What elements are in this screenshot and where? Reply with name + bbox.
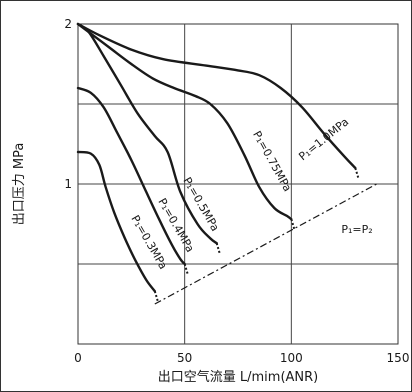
series-tail-4 bbox=[153, 290, 159, 302]
y-tick-label: 2 bbox=[64, 17, 72, 31]
series-line-0 bbox=[76, 22, 357, 170]
x-tick-label: 100 bbox=[280, 351, 303, 365]
series-line-4 bbox=[76, 150, 156, 293]
series-tail-2 bbox=[215, 242, 221, 254]
series-tail-0 bbox=[354, 167, 360, 179]
x-tick-label: 150 bbox=[387, 351, 410, 365]
y-tick-label: 1 bbox=[64, 177, 72, 191]
label-p1-eq-p2: P₁=P₂ bbox=[341, 223, 372, 236]
series-line-2 bbox=[76, 22, 218, 245]
x-tick-label: 0 bbox=[74, 351, 82, 365]
x-axis-title: 出口空气流量 L/mim(ANR) bbox=[158, 369, 319, 385]
series-tail-3 bbox=[183, 263, 189, 275]
series-line-1 bbox=[76, 22, 293, 221]
series-line-p1-eq-p2 bbox=[154, 183, 377, 305]
x-tick-label: 50 bbox=[177, 351, 192, 365]
y-axis-title: 出口压力 MPa bbox=[12, 143, 27, 226]
series-tail-1 bbox=[290, 218, 296, 230]
series-line-3 bbox=[76, 86, 186, 266]
